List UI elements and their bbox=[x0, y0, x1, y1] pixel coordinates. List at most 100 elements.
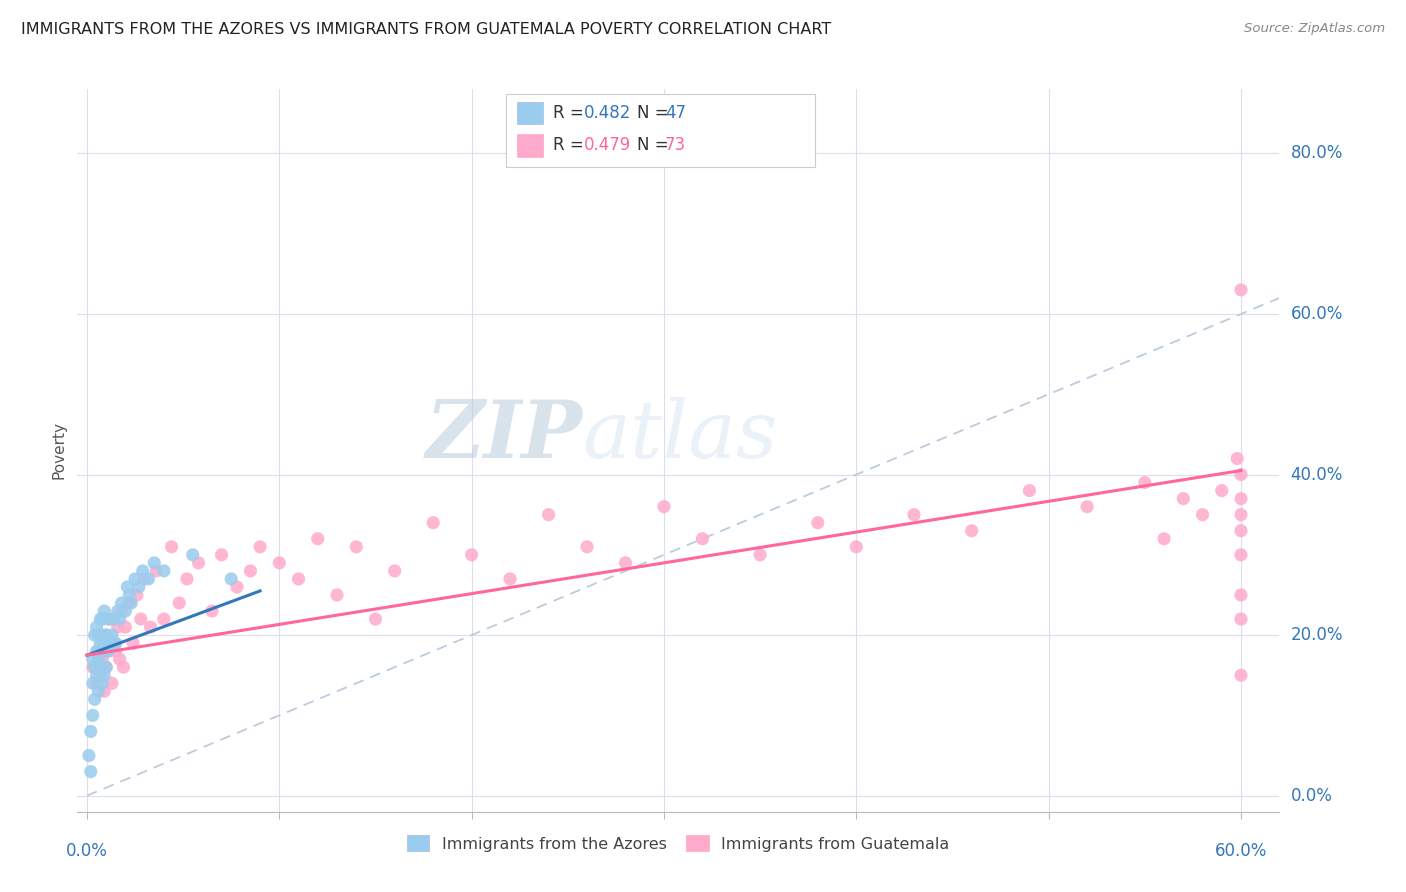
Point bbox=[219, 572, 242, 586]
Point bbox=[692, 532, 714, 546]
Point bbox=[104, 644, 127, 658]
Point bbox=[201, 604, 224, 618]
Point bbox=[1153, 532, 1175, 546]
Text: Source: ZipAtlas.com: Source: ZipAtlas.com bbox=[1244, 22, 1385, 36]
Point bbox=[1230, 491, 1253, 506]
Point bbox=[110, 596, 132, 610]
Point bbox=[93, 636, 115, 650]
Point bbox=[1018, 483, 1040, 498]
Point bbox=[107, 620, 129, 634]
Point bbox=[422, 516, 444, 530]
Text: 80.0%: 80.0% bbox=[1291, 145, 1343, 162]
Point bbox=[1211, 483, 1233, 498]
Point bbox=[114, 620, 136, 634]
Point bbox=[87, 628, 110, 642]
Point bbox=[134, 572, 156, 586]
Text: atlas: atlas bbox=[582, 397, 778, 475]
Y-axis label: Poverty: Poverty bbox=[51, 421, 66, 480]
Point bbox=[129, 612, 152, 626]
Point bbox=[1230, 524, 1253, 538]
Point bbox=[87, 684, 110, 698]
Point bbox=[118, 596, 141, 610]
Text: 60.0%: 60.0% bbox=[1291, 305, 1343, 323]
Point bbox=[80, 724, 103, 739]
Point bbox=[226, 580, 249, 594]
Point bbox=[96, 660, 118, 674]
Text: IMMIGRANTS FROM THE AZORES VS IMMIGRANTS FROM GUATEMALA POVERTY CORRELATION CHAR: IMMIGRANTS FROM THE AZORES VS IMMIGRANTS… bbox=[21, 22, 831, 37]
Point bbox=[103, 636, 125, 650]
Point bbox=[96, 628, 118, 642]
Point bbox=[97, 612, 120, 626]
Point bbox=[211, 548, 233, 562]
Text: 0.479: 0.479 bbox=[583, 136, 631, 154]
Point bbox=[499, 572, 522, 586]
Point bbox=[125, 588, 148, 602]
Point bbox=[114, 604, 136, 618]
Text: 60.0%: 60.0% bbox=[1215, 842, 1267, 860]
Point bbox=[101, 676, 124, 690]
Point bbox=[169, 596, 191, 610]
Point bbox=[89, 636, 111, 650]
Point bbox=[97, 644, 120, 658]
Point bbox=[80, 764, 103, 779]
Point bbox=[82, 652, 104, 666]
Point bbox=[344, 540, 367, 554]
Point bbox=[1230, 668, 1253, 682]
Point bbox=[364, 612, 387, 626]
Text: ZIP: ZIP bbox=[426, 397, 582, 475]
Point bbox=[749, 548, 772, 562]
Point bbox=[96, 660, 118, 674]
Point bbox=[1226, 451, 1249, 466]
Text: R =: R = bbox=[553, 136, 589, 154]
Point bbox=[118, 588, 141, 602]
Point bbox=[903, 508, 925, 522]
Point bbox=[138, 572, 160, 586]
Point bbox=[1076, 500, 1098, 514]
Point bbox=[1230, 548, 1253, 562]
Point bbox=[1173, 491, 1195, 506]
Point bbox=[96, 628, 118, 642]
Point bbox=[108, 612, 131, 626]
Point bbox=[98, 612, 121, 626]
Point bbox=[86, 676, 108, 690]
Point bbox=[269, 556, 291, 570]
Text: 20.0%: 20.0% bbox=[1291, 626, 1343, 644]
Point bbox=[845, 540, 868, 554]
Point bbox=[93, 684, 115, 698]
Point bbox=[86, 644, 108, 658]
Point bbox=[91, 652, 114, 666]
Point bbox=[86, 668, 108, 682]
Text: 47: 47 bbox=[665, 104, 686, 122]
Text: 0.482: 0.482 bbox=[583, 104, 631, 122]
Point bbox=[91, 644, 114, 658]
Point bbox=[153, 612, 176, 626]
Text: 0.0%: 0.0% bbox=[1291, 787, 1333, 805]
Point bbox=[139, 620, 162, 634]
Point bbox=[83, 628, 105, 642]
Point bbox=[117, 580, 139, 594]
Point bbox=[89, 660, 111, 674]
Point bbox=[91, 628, 114, 642]
Point bbox=[326, 588, 349, 602]
Point bbox=[89, 668, 111, 682]
Point bbox=[239, 564, 262, 578]
Point bbox=[460, 548, 482, 562]
Point bbox=[82, 708, 104, 723]
Point bbox=[153, 564, 176, 578]
Point bbox=[132, 564, 155, 578]
Text: N =: N = bbox=[637, 104, 673, 122]
Point bbox=[1230, 612, 1253, 626]
Point bbox=[307, 532, 329, 546]
Point bbox=[98, 636, 121, 650]
Point bbox=[86, 620, 108, 634]
Text: 0.0%: 0.0% bbox=[66, 842, 108, 860]
Point bbox=[93, 668, 115, 682]
Point bbox=[1191, 508, 1213, 522]
Point bbox=[537, 508, 560, 522]
Point bbox=[145, 564, 167, 578]
Point bbox=[124, 572, 146, 586]
Point bbox=[108, 652, 131, 666]
Text: N =: N = bbox=[637, 136, 673, 154]
Point bbox=[89, 612, 111, 626]
Point bbox=[1230, 467, 1253, 482]
